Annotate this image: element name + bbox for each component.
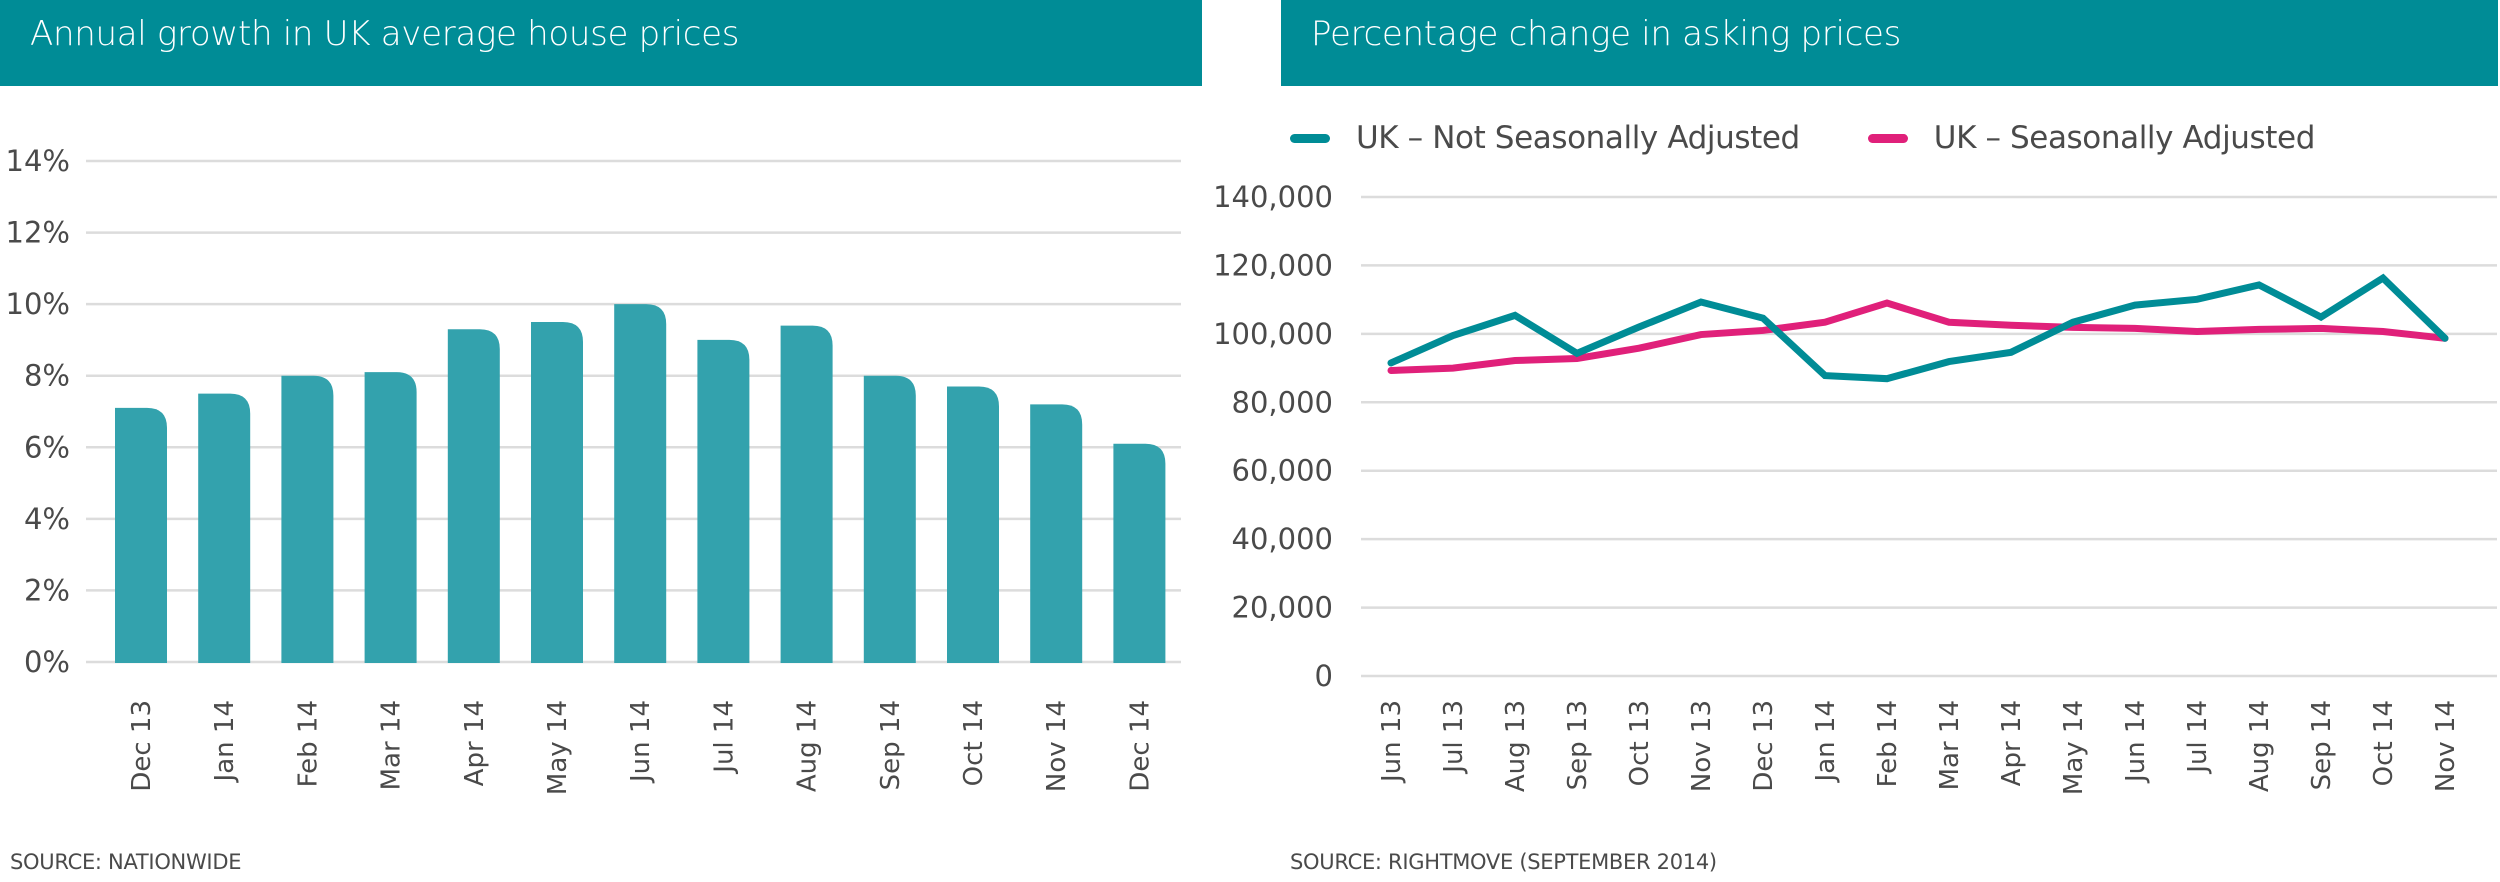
x-tick-label: Jun 13 bbox=[1377, 700, 1407, 784]
bar bbox=[1030, 404, 1083, 663]
x-tick-label: Jul 14 bbox=[709, 700, 739, 775]
bar-chart-title: Annual growth in UK average house prices bbox=[30, 14, 740, 54]
bar bbox=[447, 329, 500, 663]
y-tick-label: 100,000 bbox=[1213, 317, 1333, 351]
y-tick-label: 10% bbox=[6, 287, 70, 321]
x-tick-label: Dec 13 bbox=[1749, 700, 1779, 792]
series-line-seasonally-adjusted bbox=[1387, 299, 2449, 374]
bar-chart-source: SOURCE: NATIONWIDE bbox=[10, 850, 242, 874]
bar bbox=[614, 304, 667, 663]
bar bbox=[780, 325, 833, 663]
x-tick-label: Oct 14 bbox=[2369, 700, 2399, 786]
x-tick-label: Mar 14 bbox=[1935, 700, 1965, 790]
x-tick-label: Aug 14 bbox=[793, 700, 823, 792]
x-tick-label: Apr 14 bbox=[1997, 700, 2027, 786]
line-chart: 0 20,000 40,000 60,000 80,000 100,000 120,000 1… bbox=[1213, 180, 2497, 795]
y-tick-label: 120,000 bbox=[1213, 248, 1333, 282]
x-tick-label: Dec 14 bbox=[1125, 700, 1155, 792]
y-tick-label: 8% bbox=[24, 359, 70, 393]
line-chart-header: Percentage change in asking prices bbox=[1281, 0, 2498, 86]
legend-swatch-pink bbox=[1867, 133, 1908, 143]
x-tick-label: Jan 14 bbox=[1811, 700, 1841, 783]
bar bbox=[697, 339, 750, 663]
x-tick-label: Jul 13 bbox=[1439, 700, 1469, 775]
line-chart-source: SOURCE: RIGHTMOVE (SEPTEMBER 2014) bbox=[1290, 850, 1717, 874]
x-tick-label: Oct 13 bbox=[1625, 700, 1655, 786]
x-tick-label: Dec 13 bbox=[127, 700, 157, 792]
x-tick-label: Jun 14 bbox=[2121, 700, 2151, 784]
bar bbox=[281, 375, 334, 663]
bar bbox=[863, 375, 916, 663]
x-tick-label: May 14 bbox=[543, 700, 573, 795]
y-tick-label: 14% bbox=[6, 144, 70, 178]
legend-item-seasonally-adjusted: UK – Seasonally Adjusted bbox=[1867, 120, 2316, 156]
y-tick-label: 0 bbox=[1315, 659, 1333, 693]
x-tick-label: Aug 14 bbox=[2245, 700, 2275, 792]
y-tick-label: 60,000 bbox=[1232, 454, 1333, 488]
y-tick-label: 40,000 bbox=[1232, 522, 1333, 556]
x-tick-label: May 14 bbox=[2059, 700, 2089, 795]
y-tick-label: 0% bbox=[24, 645, 70, 679]
x-tick-label: Jun 14 bbox=[626, 700, 656, 784]
x-tick-label: Feb 14 bbox=[1873, 700, 1903, 787]
x-tick-label: Nov 13 bbox=[1687, 700, 1717, 792]
y-tick-label: 140,000 bbox=[1213, 180, 1333, 214]
line-chart-title: Percentage change in asking prices bbox=[1311, 14, 1902, 54]
x-tick-label: Jan 14 bbox=[210, 700, 240, 783]
legend-label: UK – Seasonally Adjusted bbox=[1933, 120, 2316, 156]
y-tick-label: 4% bbox=[24, 502, 70, 536]
x-tick-label: Nov 14 bbox=[2431, 700, 2461, 792]
y-tick-label: 20,000 bbox=[1232, 591, 1333, 625]
legend-item-not-seasonally-adjusted: UK – Not Seasonally Adjusted bbox=[1290, 120, 1800, 156]
y-tick-label: 2% bbox=[24, 573, 70, 607]
bar bbox=[531, 322, 583, 663]
legend-label: UK – Not Seasonally Adjusted bbox=[1356, 120, 1800, 156]
bar-chart: 0% 2% 4% 6% 8% 10% 12% 14% Dec 13 Jan 14 Feb 14 Mar… bbox=[6, 144, 1181, 795]
x-tick-label: Oct 14 bbox=[959, 700, 989, 786]
x-tick-label: Sep 14 bbox=[876, 700, 906, 790]
x-tick-label: Aug 13 bbox=[1501, 700, 1531, 792]
y-tick-label: 12% bbox=[6, 216, 70, 250]
x-tick-label: Jul 14 bbox=[2183, 700, 2213, 775]
bar bbox=[947, 386, 999, 663]
x-tick-label: Sep 14 bbox=[2307, 700, 2337, 790]
series-line-not-seasonally-adjusted bbox=[1387, 273, 2449, 383]
bar bbox=[198, 393, 251, 663]
x-tick-label: Apr 14 bbox=[460, 700, 490, 786]
y-tick-label: 6% bbox=[24, 430, 70, 464]
x-tick-label: Nov 14 bbox=[1042, 700, 1072, 792]
bar-chart-header: Annual growth in UK average house prices bbox=[0, 0, 1202, 86]
x-tick-label: Sep 13 bbox=[1563, 700, 1593, 790]
line-chart-legend: UK – Not Seasonally Adjusted UK – Season… bbox=[1290, 118, 2383, 158]
x-tick-label: Mar 14 bbox=[377, 700, 407, 790]
bar bbox=[364, 372, 417, 663]
bar bbox=[1113, 443, 1166, 663]
legend-swatch-teal bbox=[1290, 133, 1330, 143]
bar bbox=[115, 407, 167, 663]
x-tick-label: Feb 14 bbox=[293, 700, 323, 787]
y-tick-label: 80,000 bbox=[1232, 385, 1333, 419]
